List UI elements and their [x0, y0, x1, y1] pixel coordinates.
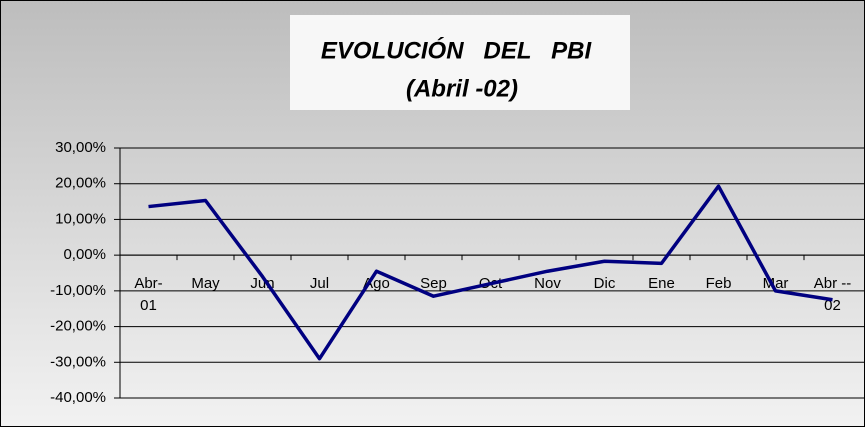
y-tick-label: -30,00% [50, 353, 106, 370]
x-tick-label: Ene [648, 275, 675, 292]
y-tick-label: 20,00% [55, 175, 106, 192]
data-line [148, 184, 833, 361]
x-tick-label: Feb [706, 275, 732, 292]
y-tick-label: -40,00% [50, 389, 106, 406]
y-tick-label: -10,00% [50, 282, 106, 299]
x-tick-label: May [191, 275, 220, 292]
x-tick-label: Jul [310, 275, 329, 292]
chart-subtitle: (Abril -02) [406, 75, 518, 102]
x-tick-label: Dic [594, 275, 616, 292]
y-tick-label: -20,00% [50, 318, 106, 335]
x-tick-label: Abr-01 [134, 275, 162, 314]
y-tick-label: 30,00% [55, 139, 106, 156]
y-tick-label: 0,00% [63, 246, 106, 263]
title-box [290, 15, 630, 110]
x-tick-label: Nov [534, 275, 561, 292]
x-tick-label: Sep [420, 275, 447, 292]
x-tick-label: Abr --02 [814, 275, 852, 314]
y-tick-label: 10,00% [55, 210, 106, 227]
chart-title: EVOLUCIÓN DEL PBI [321, 36, 593, 64]
